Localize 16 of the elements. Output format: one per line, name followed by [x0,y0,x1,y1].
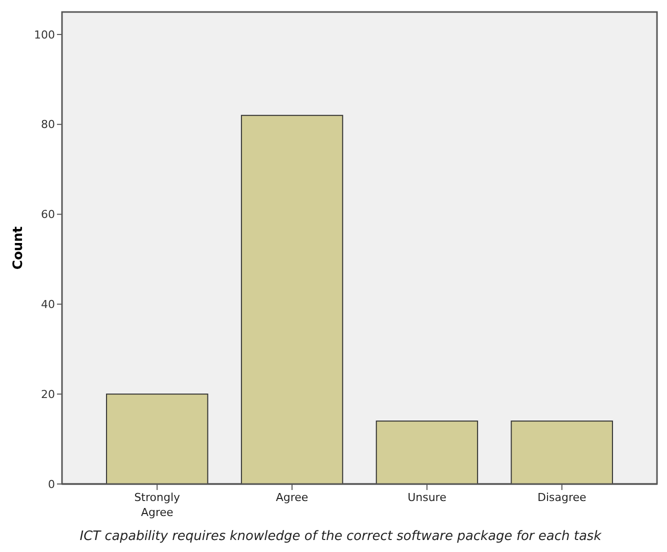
y-axis-title: Count [11,226,26,270]
y-tick-label: 40 [41,298,55,312]
bar [240,114,344,484]
y-tick-label: 80 [41,118,55,132]
y-tick-label: 0 [48,478,55,491]
y-tick-label: 100 [34,28,55,42]
y-tick-label: 60 [41,208,55,222]
x-axis-title: ICT capability requires knowledge of the correct software package for each task [80,529,602,544]
x-tick-label: Agree [276,491,308,504]
x-tick-label: Strongly Agree [134,491,181,519]
y-tick-label: 20 [41,388,55,401]
bar [106,394,208,484]
x-tick-label: Disagree [537,491,587,504]
x-tick-label: Unsure [408,491,447,504]
bar [510,420,613,484]
bar [376,420,478,484]
